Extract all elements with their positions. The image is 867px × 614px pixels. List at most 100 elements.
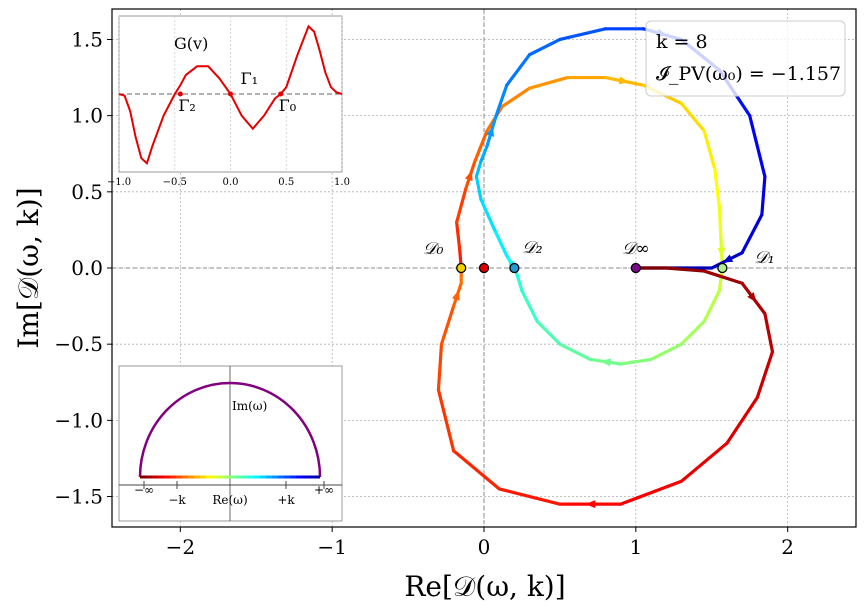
- inset-bottom-tick-label-1: −k: [168, 493, 186, 507]
- curve-0-segment-44: [740, 213, 764, 255]
- curve-0-segment-42: [748, 114, 767, 179]
- marker-label-2: 𝒟₂: [522, 238, 543, 258]
- curve-1-segment-2: [702, 269, 744, 285]
- curve-1-arrow-15: [452, 289, 460, 301]
- x-tick-label-1: −1: [317, 535, 346, 559]
- y-tick-labels: −1.5 −1.0 −0.5 0.0 0.5 1.0 1.5: [54, 27, 103, 508]
- y-tick-label-2: −0.5: [54, 332, 103, 356]
- curve-0-segment-34: [494, 83, 509, 118]
- legend-k-value: k = 8: [656, 31, 708, 53]
- y-tick-label-4: 0.5: [71, 180, 103, 204]
- inset-bottom-tick-label-0: −∞: [134, 483, 154, 497]
- curve-1-segment-5: [755, 350, 775, 400]
- curve-0-segment-14: [717, 205, 723, 240]
- y-tick-label-3: 0.0: [71, 256, 103, 280]
- marker-point-3: [630, 262, 641, 274]
- x-tick-label-4: 2: [781, 535, 794, 559]
- curve-1-arrow-3: [747, 292, 757, 303]
- x-tick-labels: −2 −1 0 1 2: [166, 535, 794, 559]
- curve-0-segment-18: [679, 319, 706, 346]
- curve-1-segment-6: [725, 395, 759, 445]
- curve-0-segment-28: [493, 228, 509, 258]
- curve-0-segment-37: [558, 27, 608, 42]
- curve-0-segment-36: [527, 37, 562, 57]
- curve-0-arrow-45: [722, 254, 734, 263]
- curve-0-arrow-33: [486, 126, 494, 137]
- curve-0-segment-24: [520, 289, 539, 323]
- marker-label-4: 𝒟₁: [754, 248, 774, 268]
- curve-1-segment-11: [452, 449, 501, 491]
- x-axis-label: Re[𝒟(ω, k)]: [404, 570, 565, 603]
- axes-frame: [107, 8, 857, 532]
- inset-top-tick-0: −1.0: [107, 177, 131, 188]
- curve-0-segment-22: [558, 342, 592, 362]
- curve-0-segment-30: [474, 174, 483, 202]
- inset-omega-contour: −∞ −k +k +∞ Im(ω) Re(ω): [118, 365, 343, 522]
- curve-0-segment-20: [619, 357, 653, 366]
- legend: k = 8 𝓘_PV(ω₀) = −1.157: [645, 20, 846, 97]
- curve-0-segment-13: [713, 167, 721, 209]
- curve-1-segment-4: [763, 312, 775, 354]
- x-tick-label-2: 0: [478, 535, 491, 559]
- curve-0-segment-19: [649, 342, 683, 362]
- inset-top-gamma-label-1: Γ₁: [241, 69, 259, 88]
- curve-0-arrow-15: [717, 247, 726, 258]
- marker-point-1: [478, 262, 490, 274]
- curve-1-segment-1: [664, 266, 706, 273]
- curve-1-segment-14: [439, 304, 456, 346]
- x-tick-label-3: 1: [629, 535, 642, 559]
- curve-0-segment-32: [479, 144, 489, 163]
- curve-1-segment-13: [436, 342, 444, 392]
- inset-bottom-tick-label-3: +∞: [314, 483, 334, 497]
- y-tick-label-0: −1.5: [54, 485, 103, 509]
- inset-top-gamma-point-0: [177, 91, 183, 97]
- inset-bottom-frame: [118, 365, 343, 522]
- curve-0-segment-4: [473, 129, 489, 163]
- inset-bottom-semicircle: [138, 381, 322, 478]
- inset-top-gamma-point-2: [278, 91, 284, 97]
- marker-point-4: [717, 262, 728, 274]
- marker-point-2: [509, 262, 520, 274]
- inset-top-tick-2: 0.0: [223, 177, 239, 188]
- inset-g-function: −1.0 −0.5 0.0 0.5 1.0 Γ₂ Γ₁ Γ₀ G(v): [107, 15, 350, 188]
- inset-top-title: G(v): [174, 34, 208, 53]
- curve-0-segment-7: [527, 75, 570, 90]
- curve-0-segment-31: [474, 159, 483, 179]
- curve-0-arrow-21: [600, 358, 612, 367]
- inset-bottom-tick-label-2: +k: [277, 493, 295, 507]
- marker-point-0: [456, 262, 467, 274]
- inset-top-tick-3: 0.5: [278, 177, 294, 188]
- curve-0-segment-2: [455, 187, 468, 224]
- inset-top-gamma-point-1: [228, 91, 233, 97]
- curve-0-arrow-9: [618, 76, 630, 85]
- inset-top-gamma-label-2: Γ₀: [279, 96, 297, 115]
- y-tick-label-5: 1.0: [71, 104, 103, 128]
- curve-1-arrow-9: [585, 500, 596, 509]
- y-tick-label-1: −1.0: [54, 408, 103, 432]
- special-points: 𝒟₀ 𝒟₂ 𝒟∞ 𝒟₁: [423, 238, 775, 274]
- y-axis-label: Im[𝒟(ω, k)]: [12, 187, 45, 348]
- inset-top-tick-1: −0.5: [163, 177, 187, 188]
- curve-0-segment-12: [702, 129, 717, 171]
- x-tick-label-0: −2: [166, 535, 195, 559]
- curve-0-segment-1: [455, 220, 462, 252]
- curve-0-segment-23: [535, 319, 562, 346]
- curve-0-arrow-3: [464, 170, 473, 182]
- marker-label-0: 𝒟₀: [423, 239, 444, 259]
- curve-0-segment-11: [679, 101, 706, 133]
- curve-1-segment-7: [679, 441, 729, 483]
- curve-1-segment-12: [436, 388, 456, 453]
- inset-top-tick-4: 1.0: [334, 177, 350, 188]
- curve-0-segment-6: [500, 86, 532, 109]
- inset-bottom-imag-label: Im(ω): [232, 399, 267, 413]
- curve-1-segment-8: [619, 479, 683, 506]
- y-tick-label-6: 1.5: [71, 27, 103, 51]
- inset-bottom-real-label: Re(ω): [212, 493, 247, 507]
- plot-curves: [436, 27, 775, 509]
- curve-0-segment-35: [505, 53, 532, 87]
- legend-ipv-value: 𝓘_PV(ω₀) = −1.157: [656, 63, 841, 85]
- inset-top-gamma-label-0: Γ₂: [178, 96, 196, 115]
- curve-0-segment-29: [479, 197, 497, 232]
- curve-1-segment-10: [497, 487, 562, 506]
